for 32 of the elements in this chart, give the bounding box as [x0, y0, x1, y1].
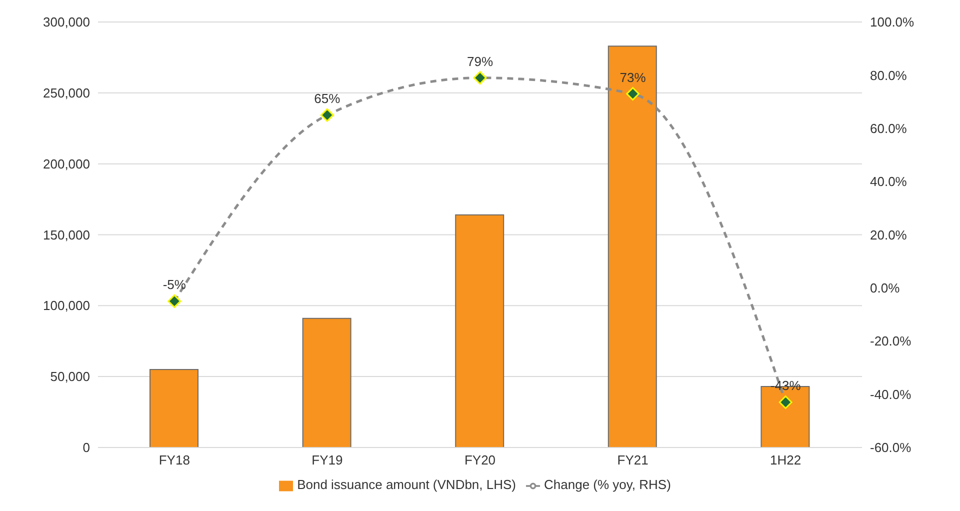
y2-tick-label: 100.0%: [870, 14, 915, 30]
y-tick-label: 300,000: [43, 14, 90, 30]
x-tick-label: FY19: [312, 452, 343, 468]
data-label: -43%: [770, 378, 802, 394]
legend-label: Bond issuance amount (VNDbn, LHS): [297, 477, 516, 492]
y-tick-label: 250,000: [43, 86, 90, 101]
data-label: 73%: [620, 70, 646, 85]
y2-tick-label: -20.0%: [870, 334, 912, 349]
bar: [608, 46, 657, 448]
y-tick-label: 150,000: [43, 227, 90, 242]
y-tick-label: 200,000: [43, 156, 90, 172]
x-tick-label: FY21: [617, 452, 648, 468]
x-tick-label: FY18: [158, 452, 190, 468]
y-tick-label: 100,000: [43, 298, 90, 314]
bar: [455, 214, 504, 448]
bar: [302, 318, 352, 448]
y2-tick-label: 0.0%: [870, 280, 900, 296]
y2-tick-label: 60.0%: [870, 120, 908, 136]
data-label: -5%: [162, 277, 186, 292]
x-tick-label: FY20: [464, 452, 496, 468]
y2-tick-label: 40.0%: [870, 174, 908, 190]
y2-tick-label: -40.0%: [870, 386, 912, 402]
data-label: 65%: [314, 91, 341, 106]
y2-tick-label: 80.0%: [870, 68, 908, 83]
data-label: 79%: [466, 54, 494, 69]
x-tick-label: 1H22: [770, 452, 802, 468]
y2-tick-label: -60.0%: [870, 440, 912, 456]
y-tick-label: 0: [82, 440, 90, 456]
legend-label: Change (% yoy, RHS): [544, 477, 671, 492]
y2-tick-label: 20.0%: [870, 227, 908, 242]
y-tick-label: 50,000: [50, 369, 90, 384]
bar: [150, 368, 198, 448]
